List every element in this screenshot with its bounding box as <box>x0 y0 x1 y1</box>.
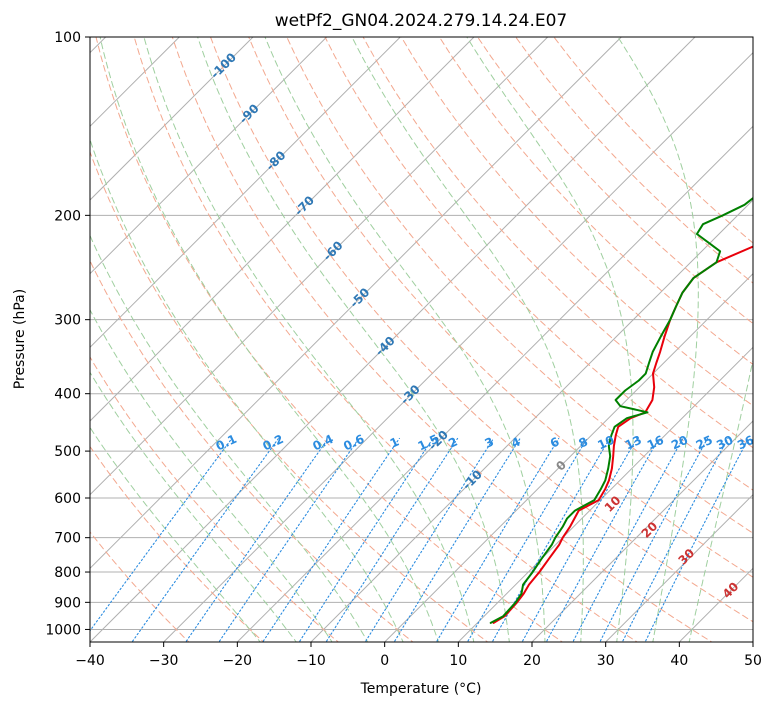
isotherm-line <box>457 346 753 642</box>
y-tick-label: 400 <box>54 387 81 403</box>
x-tick-label: 10 <box>449 653 467 669</box>
y-tick-label: 300 <box>54 313 81 329</box>
dry-adiabat-line <box>248 37 753 578</box>
x-tick-label: −40 <box>75 653 105 669</box>
isotherm-line <box>90 37 254 201</box>
moist-adiabat-line <box>90 308 333 642</box>
temperature-profile <box>492 245 753 624</box>
x-tick-label: 20 <box>523 653 541 669</box>
plot-frame <box>89 36 754 643</box>
mixing-ratio-line <box>521 437 638 642</box>
moist-adiabat-line <box>688 357 753 642</box>
isotherm-line <box>90 37 622 570</box>
isotherm-line <box>90 37 475 422</box>
dry-adiabat-line <box>95 37 564 642</box>
isotherm-line <box>236 125 753 642</box>
dry-adiabat-line <box>324 37 753 491</box>
mixing-ratio-label: 10 <box>595 433 616 453</box>
isotherm-line <box>384 272 753 642</box>
x-tick-label: −10 <box>296 653 326 669</box>
y-tick-label: 500 <box>54 444 81 460</box>
mixing-ratio-label: 30 <box>714 433 735 453</box>
mixing-ratio-label: 36 <box>735 433 756 453</box>
y-tick-label: 1000 <box>45 622 81 638</box>
dry-adiabat-line <box>90 445 265 642</box>
x-tick-label: 0 <box>380 653 389 669</box>
mixing-ratio-line <box>364 437 495 642</box>
mixing-ratio-label: 25 <box>694 433 715 453</box>
moist-adiabat-line <box>351 37 584 642</box>
moist-adiabat-line <box>90 138 404 642</box>
y-tick-label: 800 <box>54 565 81 581</box>
dry-adiabat-line <box>286 37 753 534</box>
moist-adiabat-line <box>617 37 699 642</box>
moist-adiabat-line <box>90 234 369 642</box>
dry-adiabat-line <box>400 37 753 407</box>
mixing-ratio-line <box>621 437 729 642</box>
mixing-ratio-line <box>298 437 434 642</box>
mixing-ratio-line <box>435 437 560 642</box>
mixing-ratio-line <box>572 437 684 642</box>
mixing-ratio-line <box>599 437 709 642</box>
mixing-ratio-line <box>644 437 750 642</box>
moist-adiabat-line <box>143 37 475 642</box>
mixing-ratio-line <box>393 437 521 642</box>
isotherm-line <box>310 199 753 642</box>
y-axis-label: Pressure (hPa) <box>12 289 28 389</box>
mixing-ratio-line <box>325 437 459 642</box>
x-tick-label: −30 <box>149 653 179 669</box>
y-tick-label: 600 <box>54 491 81 507</box>
isotherm-line <box>90 37 696 642</box>
mixing-ratio-line <box>185 437 329 642</box>
y-tick-label: 900 <box>54 595 81 611</box>
x-axis-label: Temperature (°C) <box>360 681 482 697</box>
mixing-ratio-label: 20 <box>669 433 690 453</box>
dry-adiabat-line <box>133 37 638 642</box>
dry-adiabat-line <box>171 37 713 642</box>
dry-adiabat-line <box>90 259 414 642</box>
x-tick-label: 30 <box>597 653 615 669</box>
moist-adiabat-line <box>99 37 439 642</box>
dry-adiabat-line <box>362 37 753 449</box>
y-tick-label: 100 <box>54 30 81 46</box>
chart-title: wetPf2_GN04.2024.279.14.24.E07 <box>275 11 567 31</box>
mixing-ratio-label: 13 <box>623 433 644 453</box>
dry-adiabat-line <box>438 37 753 366</box>
moist-adiabat-line <box>90 426 261 642</box>
isotherm-line <box>90 37 549 496</box>
mixing-ratio-line <box>466 437 588 642</box>
isotherm-line <box>605 493 753 642</box>
isotherm-line <box>90 37 401 349</box>
dry-adiabat-line <box>210 37 753 623</box>
y-tick-label: 200 <box>54 208 81 224</box>
mixing-ratio-label: 16 <box>645 433 666 453</box>
mixing-ratio-line <box>545 437 660 642</box>
mixing-ratio-line <box>131 437 280 642</box>
dry-adiabat-line <box>90 150 489 642</box>
mixing-ratio-line <box>262 437 400 642</box>
moist-adiabat-line <box>466 37 634 642</box>
isotherm-line <box>531 420 753 642</box>
y-tick-label: 700 <box>54 531 81 547</box>
moist-adiabat-line <box>90 371 297 642</box>
x-tick-label: −20 <box>223 653 253 669</box>
mixing-ratio-line <box>491 437 611 642</box>
x-tick-label: 50 <box>744 653 762 669</box>
isotherm-line <box>90 37 328 275</box>
moist-adiabat-line <box>197 37 510 642</box>
dewpoint-profile <box>489 196 753 624</box>
dry-adiabat-line <box>477 37 753 325</box>
isotherm-line <box>163 51 753 642</box>
x-tick-label: 40 <box>670 653 688 669</box>
mixing-ratio-line <box>218 437 360 642</box>
dry-adiabat-line <box>90 356 339 642</box>
mixing-ratio-line <box>90 437 233 632</box>
